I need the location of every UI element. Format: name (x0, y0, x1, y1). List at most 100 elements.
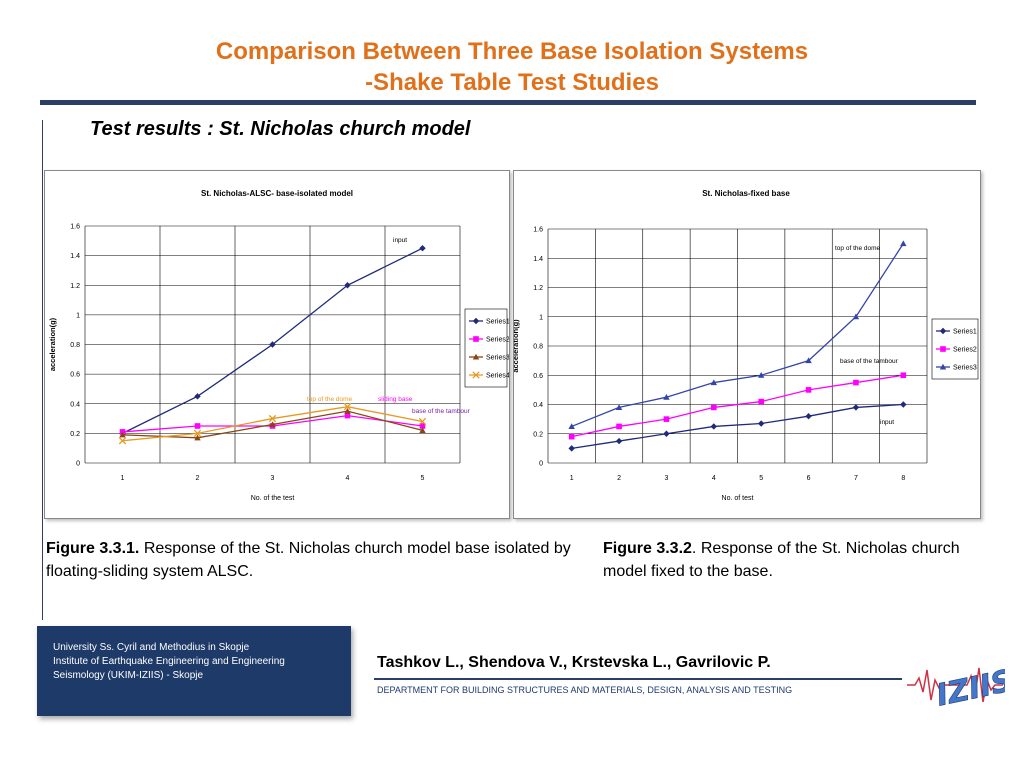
data-point-series2 (758, 398, 764, 405)
x-axis-label: No. of the test (251, 495, 295, 502)
authors-divider (374, 678, 902, 680)
data-point-series2 (419, 423, 426, 429)
data-point-series1 (663, 430, 670, 437)
data-point-series3 (269, 421, 276, 428)
x-tick-label: 3 (271, 475, 275, 482)
data-point-series3 (900, 240, 907, 247)
chart-annotation: input (880, 419, 894, 426)
authors: Tashkov L., Shendova V., Krstevska L., G… (377, 654, 771, 671)
y-tick-label: 1.4 (70, 253, 80, 260)
data-point-series2 (344, 412, 351, 419)
x-tick-label: 4 (346, 475, 350, 482)
iziis-logo: IZIIS (907, 663, 1005, 714)
data-point-series2 (616, 423, 622, 430)
y-tick-label: 0 (539, 461, 543, 468)
data-point-series4 (418, 417, 427, 426)
figure-caption-text-3-3-2: . Response of the St. Nicholas church mo… (603, 540, 960, 580)
left-vertical-rule (42, 120, 43, 620)
data-point-series2 (568, 433, 575, 440)
data-point-series1 (757, 420, 765, 427)
institution-line-2: Institute of Earthquake Engineering and … (53, 656, 285, 667)
data-point-series4 (343, 403, 352, 411)
slide-title-line2: -Shake Table Test Studies (365, 69, 659, 96)
data-point-series3 (194, 434, 201, 441)
series-line-series1 (571, 403, 904, 450)
figure-caption-3-3-1: Figure 3.3.1. Response of the St. Nichol… (46, 537, 586, 583)
x-tick-label: 6 (807, 475, 811, 482)
x-tick-label: 8 (901, 475, 905, 482)
x-tick-label: 4 (712, 475, 716, 482)
data-point-series1 (852, 404, 860, 411)
legend-label: Series2 (486, 337, 509, 344)
institution-line-3: Seismology (UKIM-IZIIS) - Skopje (53, 670, 204, 681)
department-name: DEPARTMENT FOR BUILDING STRUCTURES AND M… (377, 685, 793, 695)
legend-label: Series3 (953, 365, 977, 372)
data-point-series3 (710, 379, 718, 386)
data-point-series3 (615, 404, 623, 410)
data-point-series3 (419, 427, 426, 433)
chart-title: St. Nicholas-ALSC- base-isolated model (201, 189, 353, 198)
y-tick-label: 0.4 (533, 402, 543, 409)
y-tick-label: 1 (76, 312, 80, 319)
legend-label: Series4 (486, 373, 509, 380)
legend-marker (472, 371, 480, 379)
data-point-series2 (711, 404, 717, 411)
logo-text: IZIIS (933, 663, 1005, 713)
x-tick-label: 5 (421, 475, 425, 482)
figure-label-3-3-2: Figure 3.3.2 (603, 540, 692, 557)
logo-seismic-wave (907, 667, 1003, 703)
y-tick-label: 1 (539, 314, 543, 321)
legend-label: Series2 (953, 347, 977, 354)
chart-fixed-base: St. Nicholas-fixed base 0 0.2 0.4 0.6 0.8 1 1.2… (514, 189, 979, 502)
data-point-series1 (805, 413, 812, 420)
y-tick-label: 0.4 (70, 401, 80, 408)
figure-caption-3-3-2: Figure 3.3.2. Response of the St. Nichol… (603, 537, 1003, 583)
y-tick-label: 0.8 (533, 344, 543, 351)
x-tick-label: 1 (570, 475, 574, 482)
chart-title: St. Nicholas-fixed base (702, 189, 790, 198)
data-point-series3 (805, 357, 812, 364)
chart-annotation: base of the tambour (412, 408, 471, 415)
title-divider (40, 100, 976, 105)
data-point-series1 (568, 445, 575, 452)
x-tick-label: 2 (196, 475, 200, 482)
series-line-series3 (571, 243, 904, 428)
series-line-series1 (122, 247, 423, 434)
data-point-series3 (119, 431, 126, 438)
y-tick-label: 0 (76, 461, 80, 468)
legend-marker (473, 336, 479, 342)
y-axis-label: acceleration(g) (514, 319, 520, 373)
x-tick-label: 2 (617, 475, 621, 482)
y-tick-label: 1.6 (70, 224, 80, 231)
y-tick-label: 1.4 (533, 256, 543, 263)
data-point-series2 (853, 379, 859, 386)
chart-annotation: top of the dome (835, 245, 881, 252)
slide-subtitle: Test results : St. Nicholas church model (90, 118, 471, 140)
legend-marker (939, 363, 947, 370)
legend-label: Series1 (486, 319, 509, 326)
y-tick-label: 0.8 (70, 342, 80, 349)
x-tick-label: 7 (854, 475, 858, 482)
legend-label: Series1 (953, 329, 977, 336)
y-tick-label: 0.6 (533, 373, 543, 380)
y-tick-label: 0.2 (533, 431, 543, 438)
chart-annotation: input (393, 237, 407, 244)
chart-panel-fixed-base: St. Nicholas-fixed base 0 0.2 0.4 0.6 0.8 1 1.2… (513, 170, 981, 519)
institution-line-1: University Ss. Cyril and Methodius in Sk… (53, 642, 250, 653)
y-axis-label: acceleration(g) (48, 317, 57, 371)
data-point-series1 (419, 245, 426, 252)
institution-box: University Ss. Cyril and Methodius in Sk… (37, 626, 351, 716)
legend-marker (472, 353, 480, 360)
legend-label: Series3 (486, 355, 509, 362)
data-point-series3 (663, 393, 670, 400)
chart-annotation: base of the tambour (840, 358, 899, 365)
data-point-series3 (757, 372, 765, 378)
x-axis-label: No. of test (722, 495, 754, 502)
slide-title-line1: Comparison Between Three Base Isolation … (215, 38, 809, 65)
data-point-series2 (663, 416, 670, 422)
x-tick-label: 1 (121, 475, 125, 482)
data-point-series1 (194, 393, 201, 400)
data-point-series1 (344, 282, 351, 289)
y-tick-label: 0.6 (70, 372, 80, 379)
chart-base-isolated: St. Nicholas-ALSC- base-isolated model 0 0… (48, 189, 509, 502)
